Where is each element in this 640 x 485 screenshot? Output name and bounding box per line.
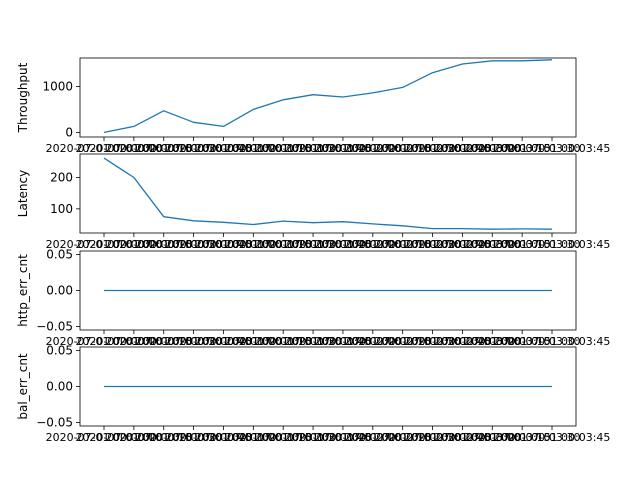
x-tick-label: 2020-07-01 00:00:45	[135, 335, 252, 348]
x-tick-label: 2020-07-01 00:01:45	[255, 142, 372, 155]
x-tick-label: 2020-07-01 00:01:00	[165, 335, 282, 348]
x-tick-label: 2020-07-01 00:00:00	[46, 431, 163, 444]
x-tick-label: 2020-07-01 00:03:45	[494, 335, 611, 348]
x-tick-label: 2020-07-01 00:02:15	[314, 431, 431, 444]
x-tick-label: 2020-07-01 00:01:30	[225, 142, 342, 155]
x-tick-label: 2020-07-01 00:01:00	[165, 238, 282, 251]
x-tick-label: 2020-07-01 00:01:45	[255, 335, 372, 348]
x-tick-label: 2020-07-01 00:01:15	[195, 238, 312, 251]
x-tick-label: 2020-07-01 00:00:00	[46, 142, 163, 155]
x-tick-label: 2020-07-01 00:02:30	[344, 142, 461, 155]
x-tick-label: 2020-07-01 00:01:15	[195, 335, 312, 348]
x-tick-label: 2020-07-01 00:03:15	[434, 238, 551, 251]
y-tick-label: 0.00	[46, 284, 73, 298]
x-tick-label: 2020-07-01 00:02:30	[344, 335, 461, 348]
y-axis-label: Throughput	[16, 62, 30, 133]
x-tick-label: 2020-07-01 00:02:00	[285, 431, 402, 444]
y-tick-label: 0	[65, 125, 73, 139]
x-tick-label: 2020-07-01 00:01:30	[225, 431, 342, 444]
x-tick-label: 2020-07-01 00:03:15	[434, 335, 551, 348]
x-tick-label: 2020-07-01 00:01:30	[225, 335, 342, 348]
x-tick-label: 2020-07-01 00:00:30	[105, 238, 222, 251]
x-tick-label: 2020-07-01 00:03:30	[464, 335, 581, 348]
x-tick-label: 2020-07-01 00:03:30	[464, 431, 581, 444]
x-tick-label: 2020-07-01 00:01:15	[195, 431, 312, 444]
y-axis-label: bal_err_cnt	[16, 353, 30, 420]
x-tick-label: 2020-07-01 00:02:30	[344, 431, 461, 444]
x-tick-label: 2020-07-01 00:01:00	[165, 431, 282, 444]
y-tick-label: 0.05	[46, 248, 73, 262]
x-tick-label: 2020-07-01 00:00:15	[75, 142, 192, 155]
x-tick-label: 2020-07-01 00:03:30	[464, 142, 581, 155]
x-tick-label: 2020-07-01 00:02:15	[314, 142, 431, 155]
y-tick-label: −0.05	[36, 319, 73, 333]
x-tick-label: 2020-07-01 00:01:00	[165, 142, 282, 155]
x-tick-label: 2020-07-01 00:02:45	[374, 335, 491, 348]
x-tick-label: 2020-07-01 00:01:15	[195, 142, 312, 155]
x-tick-label: 2020-07-01 00:00:45	[135, 142, 252, 155]
y-tick-label: 100	[50, 202, 73, 216]
x-tick-label: 2020-07-01 00:00:45	[135, 431, 252, 444]
series-line	[103, 59, 553, 134]
axes-frame	[79, 57, 577, 138]
x-tick-label: 2020-07-01 00:00:00	[46, 238, 163, 251]
x-tick-label: 2020-07-01 00:01:45	[255, 431, 372, 444]
x-tick-label: 2020-07-01 00:03:00	[404, 238, 521, 251]
y-tick-label: 1000	[42, 79, 73, 93]
x-tick-label: 2020-07-01 00:00:30	[105, 142, 222, 155]
x-tick-label: 2020-07-01 00:03:00	[404, 431, 521, 444]
y-axis-label: http_err_cnt	[16, 254, 30, 327]
x-tick-label: 2020-07-01 00:03:00	[404, 142, 521, 155]
y-axis-label: Latency	[16, 170, 30, 217]
x-tick-label: 2020-07-01 00:00:15	[75, 431, 192, 444]
x-tick-label: 2020-07-01 00:02:45	[374, 238, 491, 251]
x-tick-label: 2020-07-01 00:02:30	[344, 238, 461, 251]
x-tick-label: 2020-07-01 00:02:15	[314, 335, 431, 348]
x-tick-label: 2020-07-01 00:00:15	[75, 238, 192, 251]
y-tick-label: 0.05	[46, 344, 73, 358]
x-tick-label: 2020-07-01 00:03:45	[494, 431, 611, 444]
x-tick-label: 2020-07-01 00:03:45	[494, 238, 611, 251]
series-line	[103, 157, 553, 230]
x-tick-label: 2020-07-01 00:02:00	[285, 142, 402, 155]
x-tick-label: 2020-07-01 00:03:15	[434, 431, 551, 444]
x-tick-label: 2020-07-01 00:00:30	[105, 335, 222, 348]
x-tick-label: 2020-07-01 00:03:15	[434, 142, 551, 155]
x-tick-label: 2020-07-01 00:00:15	[75, 335, 192, 348]
x-tick-label: 2020-07-01 00:01:30	[225, 238, 342, 251]
x-tick-label: 2020-07-01 00:01:45	[255, 238, 372, 251]
y-tick-label: 200	[50, 171, 73, 185]
x-tick-label: 2020-07-01 00:02:00	[285, 335, 402, 348]
x-tick-label: 2020-07-01 00:02:00	[285, 238, 402, 251]
y-tick-label: 0.00	[46, 380, 73, 394]
x-tick-label: 2020-07-01 00:02:45	[374, 431, 491, 444]
x-tick-label: 2020-07-01 00:02:45	[374, 142, 491, 155]
x-tick-label: 2020-07-01 00:03:30	[464, 238, 581, 251]
x-tick-label: 2020-07-01 00:00:00	[46, 335, 163, 348]
x-tick-label: 2020-07-01 00:03:00	[404, 335, 521, 348]
axes-frame	[79, 153, 577, 234]
x-tick-label: 2020-07-01 00:02:15	[314, 238, 431, 251]
y-tick-label: −0.05	[36, 415, 73, 429]
x-tick-label: 2020-07-01 00:00:30	[105, 431, 222, 444]
x-tick-label: 2020-07-01 00:00:45	[135, 238, 252, 251]
x-tick-label: 2020-07-01 00:03:45	[494, 142, 611, 155]
